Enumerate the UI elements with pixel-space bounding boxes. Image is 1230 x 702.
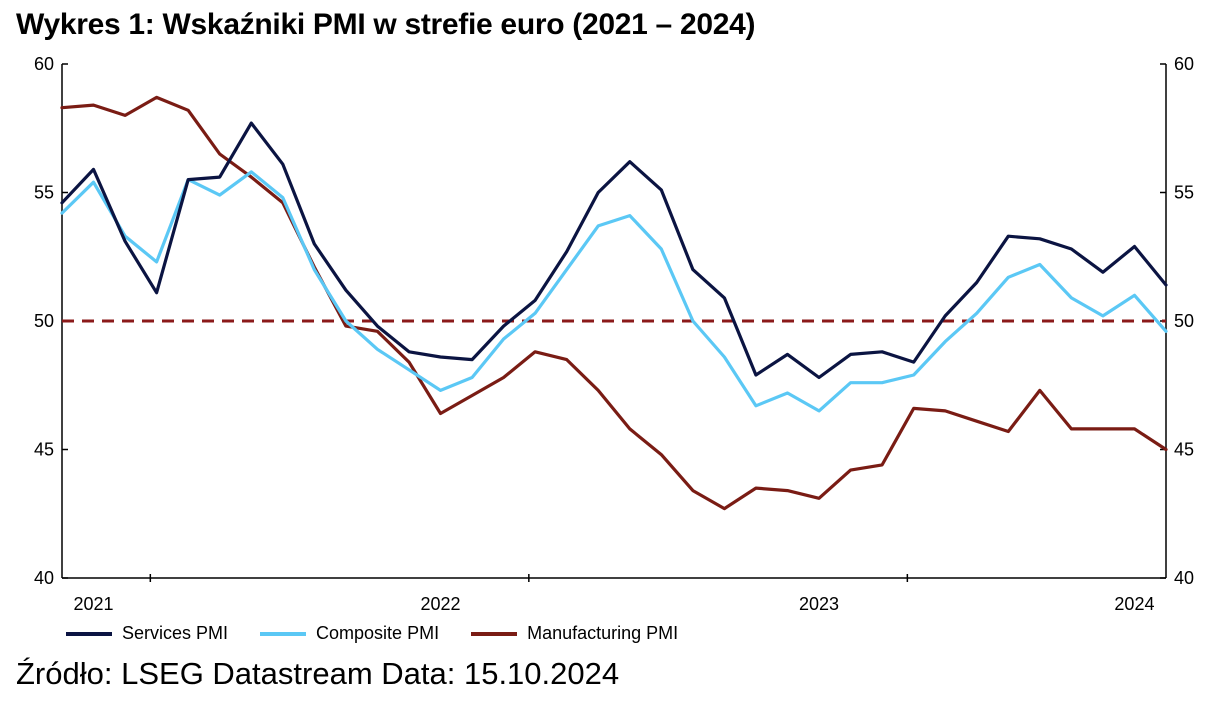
manufacturing-pmi-line [60, 95, 1168, 511]
series-layer [60, 95, 1168, 511]
y-tick-label-left: 40 [34, 568, 54, 588]
y-tick-label-left: 45 [34, 440, 54, 460]
y-tick-label-right: 50 [1174, 311, 1194, 331]
source-note: Źródło: LSEG Datastream Data: 15.10.2024 [16, 656, 620, 691]
x-year-label: 2021 [74, 594, 114, 614]
y-tick-label-right: 40 [1174, 568, 1194, 588]
y-tick-label-right: 45 [1174, 440, 1194, 460]
x-year-label: 2022 [420, 594, 460, 614]
legend-item-manufacturing: Manufacturing PMI [471, 623, 678, 644]
y-tick-label-left: 55 [34, 183, 54, 203]
legend-label-composite: Composite PMI [316, 623, 440, 643]
legend-item-services: Services PMI [66, 623, 228, 644]
composite-pmi-line [60, 170, 1168, 413]
y-tick-label-left: 50 [34, 311, 54, 331]
legend-label-services: Services PMI [122, 623, 229, 643]
axes-layer: 40 40 45 45 50 50 55 55 60 60 2021 2022 2023 2024 [34, 54, 1194, 614]
y-tick-label-right: 55 [1174, 183, 1194, 203]
y-tick-label-left: 60 [34, 54, 54, 74]
x-year-label: 2023 [799, 594, 839, 614]
chart-title: Wykres 1: Wskaźniki PMI w strefie euro (… [16, 8, 756, 41]
legend: Services PMI Composite PMI Manufacturing… [66, 623, 710, 644]
y-tick-label-right: 60 [1174, 54, 1194, 74]
services-pmi-line [60, 121, 1168, 380]
legend-label-manufacturing: Manufacturing PMI [527, 623, 679, 643]
legend-swatch-services [66, 631, 112, 636]
legend-swatch-manufacturing [471, 631, 518, 636]
x-year-label: 2024 [1114, 594, 1154, 614]
legend-item-composite: Composite PMI [260, 623, 439, 644]
legend-swatch-composite [260, 631, 307, 636]
